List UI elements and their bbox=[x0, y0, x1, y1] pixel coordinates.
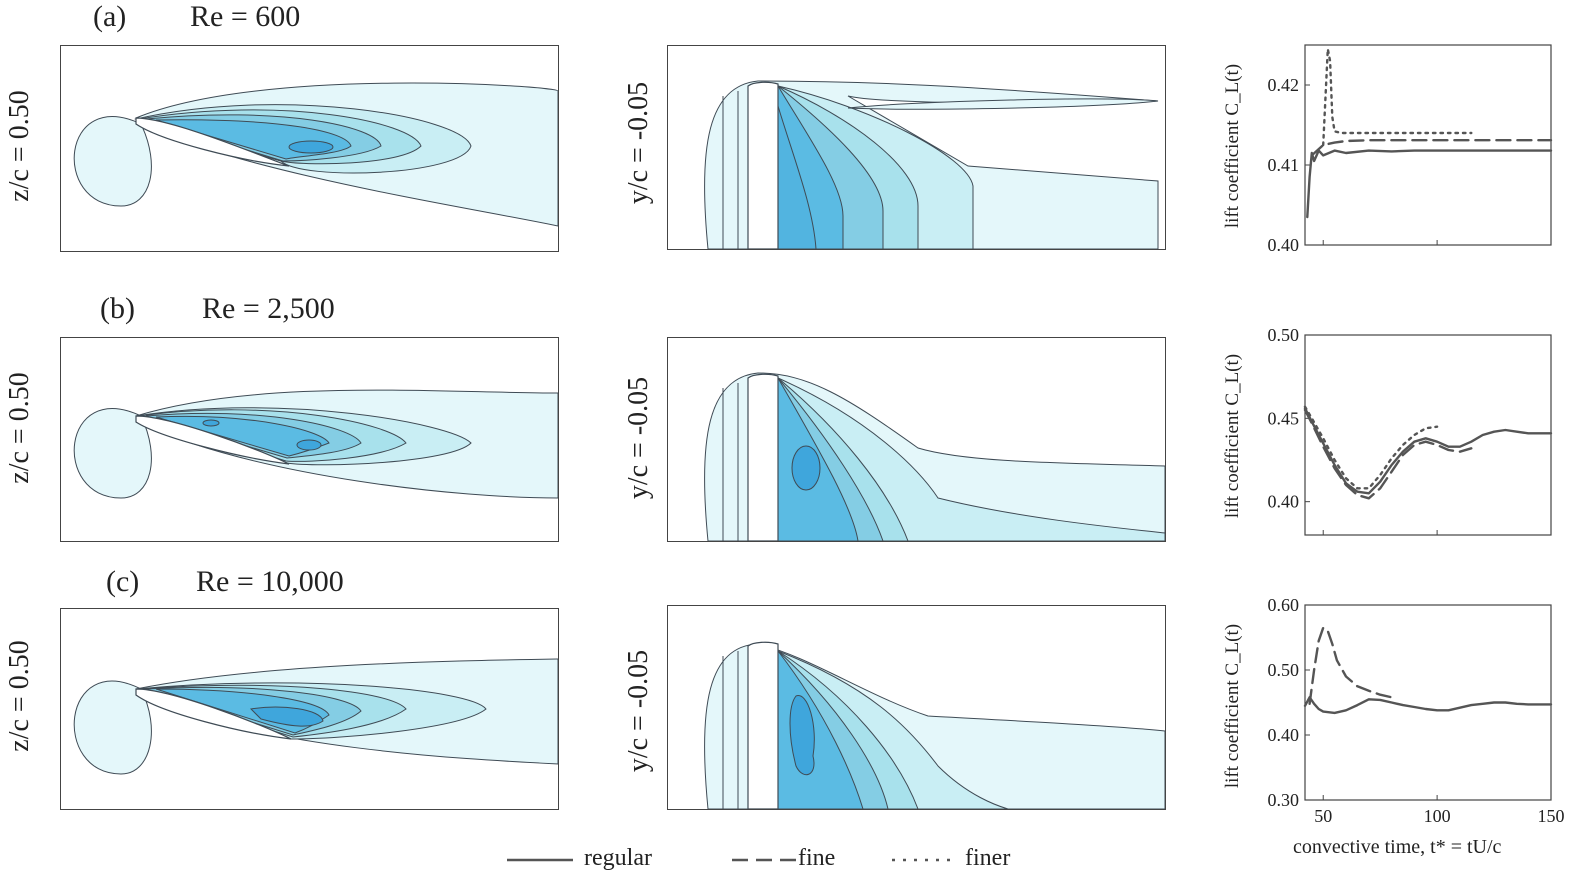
plot-b-series-finer bbox=[1303, 405, 1439, 490]
legend-fine-label: fine bbox=[798, 845, 836, 871]
plot-c-ytick-label: 0.40 bbox=[1268, 725, 1300, 745]
legend-finer-line-icon bbox=[892, 858, 958, 862]
plot-a-ytick-label: 0.40 bbox=[1268, 235, 1300, 255]
plot-a-ytick-label: 0.41 bbox=[1268, 155, 1300, 175]
row-c-label: (c) bbox=[106, 565, 140, 598]
row-a-z-label: z/c = 0.50 bbox=[4, 90, 35, 202]
row-a-reynolds: Re = 600 bbox=[190, 0, 301, 33]
plot-a-series-regular bbox=[1306, 149, 1553, 219]
plot-b-ylabel: lift coefficient C_L(t) bbox=[1222, 353, 1243, 519]
contour-panel-b-zslice bbox=[60, 337, 559, 542]
plot-b-ytick-label: 0.50 bbox=[1268, 325, 1300, 345]
plot-c-xtick-label: 150 bbox=[1538, 806, 1565, 826]
row-a-y-label: y/c = -0.05 bbox=[623, 81, 654, 205]
plot-c-xtick-label: 100 bbox=[1424, 806, 1451, 826]
plot-a-ylabel: lift coefficient C_L(t) bbox=[1222, 63, 1243, 229]
lift-coefficient-plots: 0.40 0.41 0.42 0.40 0.45 0.50 0.30 0.40 0.50 0.60… bbox=[1268, 44, 1565, 826]
row-b-y-label: y/c = -0.05 bbox=[623, 376, 654, 500]
plot-c-series-regular bbox=[1303, 696, 1553, 715]
plot-b-ytick-label: 0.45 bbox=[1268, 408, 1300, 428]
plot-b-frame bbox=[1304, 334, 1552, 536]
row-b-reynolds: Re = 2,500 bbox=[202, 292, 335, 325]
legend-finer-label: finer bbox=[965, 845, 1011, 871]
contour-panel-c-yslice bbox=[667, 605, 1166, 810]
contour-panel-a-yslice bbox=[667, 45, 1166, 250]
plot-a-frame bbox=[1304, 44, 1552, 246]
plot-b-series-fine bbox=[1303, 408, 1473, 500]
plot-c-frame bbox=[1304, 604, 1552, 801]
plot-a-ytick-label: 0.42 bbox=[1268, 75, 1300, 95]
row-b-z-label: z/c = 0.50 bbox=[4, 372, 35, 484]
plot-c-series-fine bbox=[1308, 626, 1393, 705]
plot-c-ylabel: lift coefficient C_L(t) bbox=[1222, 623, 1243, 789]
plot-a-series-finer bbox=[1321, 47, 1473, 147]
plot-b-series-regular bbox=[1303, 407, 1553, 495]
contour-panel-a-zslice bbox=[60, 45, 559, 252]
plot-b-ytick-label: 0.40 bbox=[1268, 492, 1300, 512]
row-c-z-label: z/c = 0.50 bbox=[4, 640, 35, 752]
plot-c-ytick-label: 0.30 bbox=[1268, 790, 1300, 810]
plot-a-series-fine bbox=[1310, 138, 1553, 157]
legend-regular-label: regular bbox=[584, 845, 652, 871]
plot-c-xlabel: convective time, t* = tU/c bbox=[1293, 836, 1502, 858]
contour-panel-c-zslice bbox=[60, 608, 559, 810]
row-b-label: (b) bbox=[100, 292, 135, 325]
row-c-reynolds: Re = 10,000 bbox=[196, 565, 344, 598]
contour-panel-b-yslice bbox=[667, 337, 1166, 542]
row-a-label: (a) bbox=[93, 0, 127, 33]
plot-c-xtick-label: 50 bbox=[1314, 806, 1332, 826]
legend-regular-line-icon bbox=[507, 858, 573, 862]
plot-c-ytick-label: 0.50 bbox=[1268, 660, 1300, 680]
row-c-y-label: y/c = -0.05 bbox=[623, 649, 654, 773]
plot-c-ytick-label: 0.60 bbox=[1268, 595, 1300, 615]
legend-fine-line-icon bbox=[732, 858, 798, 862]
